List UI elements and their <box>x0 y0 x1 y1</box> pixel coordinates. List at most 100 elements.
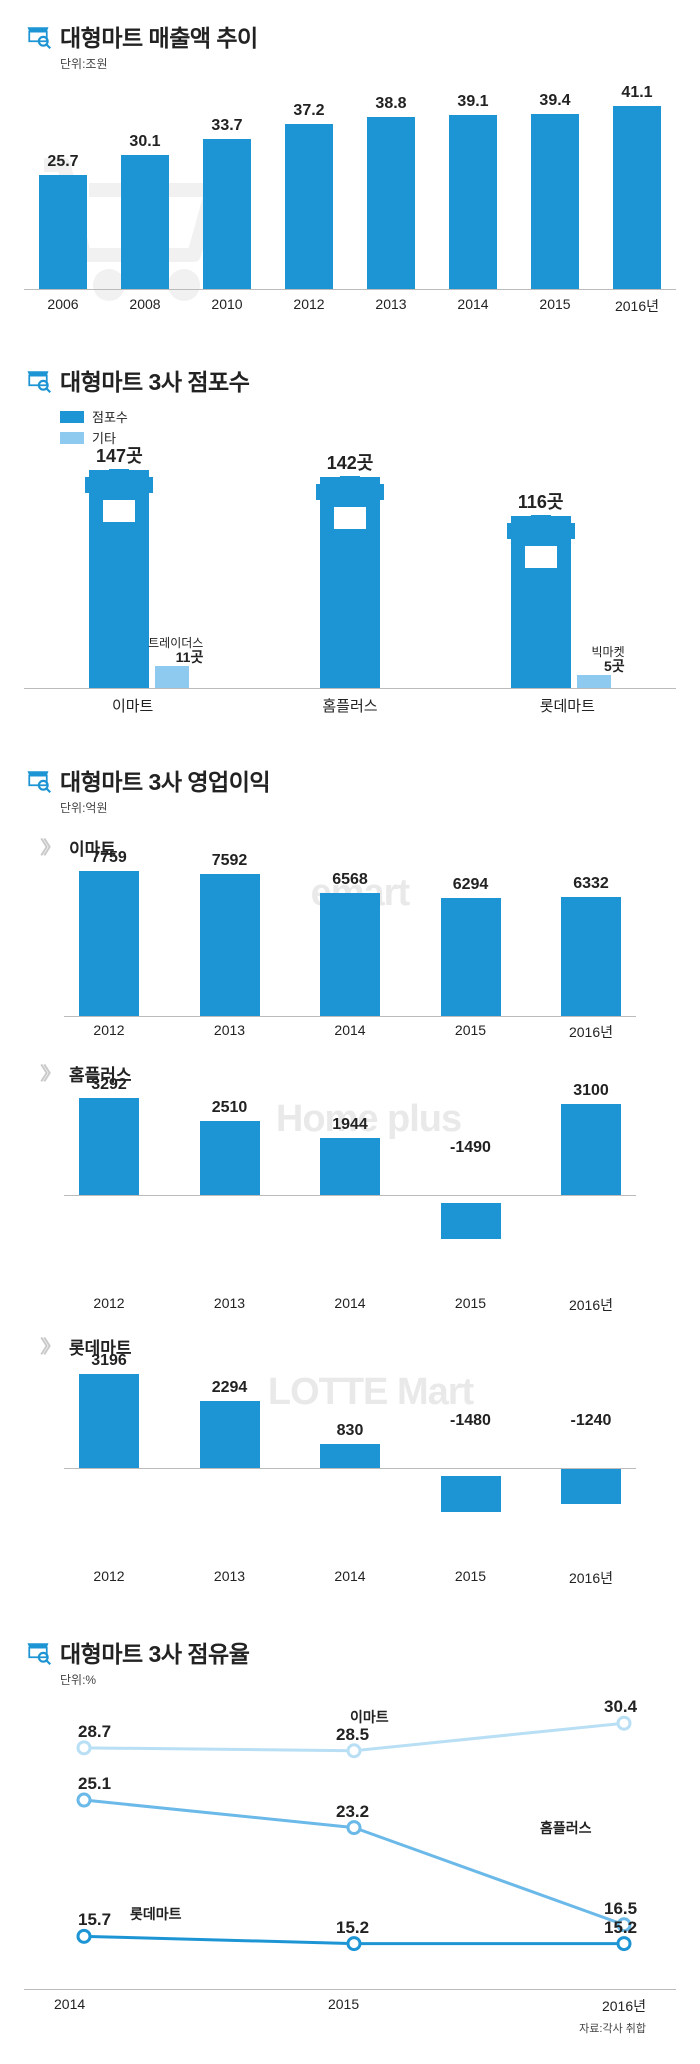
section-title: 대형마트 3사 점유율 <box>60 1635 249 1669</box>
bar-rect <box>285 124 333 289</box>
point-value: 15.7 <box>78 1910 111 1930</box>
store-bar-chart: 147곳 트레이더스11곳 142곳 <box>24 459 676 689</box>
store-value: 147곳 <box>85 442 153 468</box>
x-labels: 20122013201420152016년 <box>24 1242 676 1315</box>
bar-value: 2294 <box>212 1379 248 1397</box>
line-marker <box>78 1742 90 1754</box>
bar-value: 3292 <box>91 1076 127 1094</box>
bar-col: 6568 <box>305 871 395 1016</box>
x-label: 2015 <box>426 1568 516 1588</box>
section-profit: 대형마트 3사 영업이익 단위:억원 〉〉 이마트 emart 7759 759… <box>0 744 700 1616</box>
x-label: 2013 <box>185 1022 275 1042</box>
bar-rect <box>449 115 497 289</box>
share-line-chart: 28.728.530.425.123.216.515.715.215.2이마트홈… <box>24 1700 676 1990</box>
bar-col: 3292 <box>64 1076 154 1242</box>
point-value: 15.2 <box>336 1918 369 1938</box>
store-x-labels: 이마트홈플러스롯데마트 <box>24 689 676 716</box>
company-chart: 〉〉 롯데마트 LOTTE Mart 3196 2294 830 -1480 -… <box>24 1333 676 1588</box>
bar-col: 39.1 <box>438 93 508 289</box>
bar-rect <box>320 1444 380 1468</box>
legend-label: 점포수 <box>92 407 128 426</box>
series-label: 롯데마트 <box>124 1904 188 1924</box>
bar-value: 33.7 <box>211 117 242 135</box>
store-search-icon <box>24 366 52 394</box>
bar-value: -1480 <box>450 1412 491 1430</box>
store-group: 147곳 트레이더스11곳 <box>89 470 189 688</box>
bar-value: -1240 <box>571 1412 612 1430</box>
x-label: 2016년 <box>546 1022 636 1042</box>
x-label: 2013 <box>185 1295 275 1315</box>
bar-col: 3196 <box>64 1352 154 1515</box>
bar-value: 7759 <box>91 849 127 867</box>
bar-value: 1944 <box>332 1116 368 1134</box>
x-label: 2016년 <box>602 1996 646 2016</box>
line-marker <box>78 1794 90 1806</box>
x-label: 2008 <box>110 296 180 316</box>
bar-rect <box>613 106 661 289</box>
bar-col: -1480 <box>426 1412 516 1515</box>
line-x-labels: 201420152016년 <box>24 1990 676 2016</box>
x-label: 2014 <box>305 1295 395 1315</box>
section-header: 대형마트 3사 영업이익 <box>24 762 676 797</box>
point-value: 28.5 <box>336 1725 369 1745</box>
chevron-icon: 〉〉 <box>40 1333 55 1359</box>
store-value: 116곳 <box>507 488 575 514</box>
castle-top-icon <box>85 469 153 493</box>
chevron-icon: 〉〉 <box>40 1060 55 1086</box>
bar-value: 30.1 <box>129 133 160 151</box>
series-label: 이마트 <box>344 1707 395 1727</box>
bar-rect <box>203 139 251 289</box>
legend-swatch <box>60 411 84 423</box>
bar-col: 830 <box>305 1422 395 1515</box>
castle-top-icon <box>507 515 575 539</box>
bar-col: 2294 <box>185 1379 275 1516</box>
bar-value: 830 <box>337 1422 364 1440</box>
store-search-icon <box>24 766 52 794</box>
store-group: 116곳 빅마켓5곳 <box>511 516 611 688</box>
mini-bar-chart: emart 7759 7592 6568 6294 6332 201220132… <box>24 866 676 1042</box>
bar-value: -1490 <box>450 1139 491 1157</box>
section-market-share: 대형마트 3사 점유율 단위:% 28.728.530.425.123.216.… <box>0 1616 700 2064</box>
window-icon <box>103 500 135 522</box>
bar-col: 7592 <box>185 852 275 1016</box>
x-label: 2016년 <box>546 1568 636 1588</box>
legend-swatch <box>60 432 84 444</box>
bar-rect <box>441 1203 501 1239</box>
store-group: 142곳 <box>320 477 380 688</box>
chevron-icon: 〉〉 <box>40 834 55 860</box>
sales-bar-chart: 25.7 30.1 33.7 37.2 38.8 39.1 39.4 41.1 … <box>24 90 676 316</box>
section-store-count: 대형마트 3사 점포수 점포수기타 147곳 트레이더스11곳 142곳 <box>0 344 700 744</box>
point-value: 15.2 <box>604 1918 637 1938</box>
window-icon <box>525 546 557 568</box>
bar-col: 2510 <box>185 1099 275 1242</box>
x-label: 2013 <box>185 1568 275 1588</box>
bar-value: 2510 <box>212 1099 248 1117</box>
section-header: 대형마트 3사 점포수 <box>24 362 676 397</box>
store-name: 이마트 <box>58 695 208 716</box>
bar-value: 25.7 <box>47 153 78 171</box>
x-label: 2014 <box>305 1568 395 1588</box>
bar-col: -1490 <box>426 1139 516 1242</box>
data-source: 자료:각사 취합 <box>24 2016 676 2036</box>
sub-label: 트레이더스11곳 <box>148 637 203 666</box>
bar-col: 7759 <box>64 849 154 1016</box>
point-value: 23.2 <box>336 1802 369 1822</box>
line-marker <box>618 1938 630 1950</box>
bar-rect <box>79 1098 139 1195</box>
bar-rect <box>200 1401 260 1468</box>
main-bar: 142곳 <box>320 477 380 688</box>
x-label: 2012 <box>64 1022 154 1042</box>
x-labels: 20122013201420152016년 <box>24 1515 676 1588</box>
line-marker <box>348 1822 360 1834</box>
bar-rect <box>561 1469 621 1505</box>
bar-value: 3196 <box>91 1352 127 1370</box>
line-marker <box>78 1930 90 1942</box>
x-label: 2012 <box>274 296 344 316</box>
bar-col: 33.7 <box>192 117 262 289</box>
section-title: 대형마트 3사 점포수 <box>60 363 249 397</box>
line-marker <box>348 1745 360 1757</box>
x-labels: 20122013201420152016년 <box>24 1016 676 1042</box>
bar-rect <box>320 1138 380 1195</box>
sub-bar: 트레이더스11곳 <box>155 666 189 688</box>
section-unit: 단위:조원 <box>60 55 676 72</box>
